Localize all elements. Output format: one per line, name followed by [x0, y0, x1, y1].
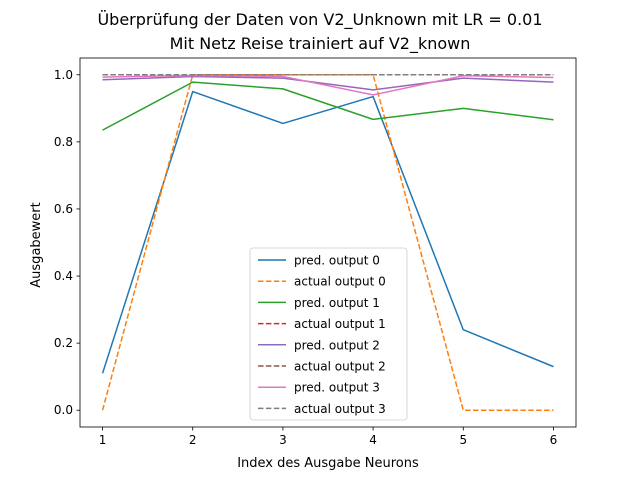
- series-line-4: [102, 75, 554, 91]
- axes-frame: [79, 57, 577, 428]
- legend: pred. output 0 actual output 0 pred. outpu…: [249, 247, 408, 421]
- legend-label: actual output 1: [294, 317, 386, 331]
- legend-label: actual output 0: [294, 275, 386, 289]
- y-tick-label: 0.2: [54, 336, 73, 350]
- x-tick-label: 3: [279, 433, 287, 447]
- x-axis-label: Index des Ausgabe Neurons: [237, 456, 419, 471]
- chart-title-line2: Mit Netz Reise trainiert auf V2_known: [170, 34, 471, 54]
- x-tick-label: 1: [99, 433, 107, 447]
- series-line-0: [101, 90, 554, 374]
- series-line-2: [102, 81, 554, 131]
- y-tick-label: 0.4: [54, 269, 73, 283]
- y-tick-label: 1.0: [54, 68, 73, 82]
- legend-box: [249, 247, 408, 421]
- legend-label: pred. output 2: [294, 338, 380, 352]
- x-tick-label: 5: [459, 433, 467, 447]
- y-tick-label: 0.8: [54, 135, 73, 149]
- legend-label: pred. output 1: [294, 296, 380, 310]
- chart-title-line1: Überprüfung der Daten von V2_Unknown mit…: [97, 10, 542, 30]
- x-tick-label: 4: [369, 433, 377, 447]
- legend-label: pred. output 3: [294, 381, 380, 395]
- y-tick-label: 0.0: [54, 403, 73, 417]
- legend-label: actual output 3: [294, 402, 386, 416]
- axes: 1 2 3 4 5 6 0.0 0.2 0.4 0.6 0.8 1.0: [54, 57, 577, 447]
- x-tick-label: 6: [550, 433, 558, 447]
- x-tick-label: 2: [189, 433, 197, 447]
- series-line-6: [102, 74, 554, 96]
- legend-label: actual output 2: [294, 360, 386, 374]
- y-axis-label: Ausgabewert: [29, 202, 44, 287]
- legend-label: pred. output 0: [294, 254, 380, 268]
- y-tick-label: 0.6: [54, 202, 73, 216]
- plot-area: [101, 74, 554, 411]
